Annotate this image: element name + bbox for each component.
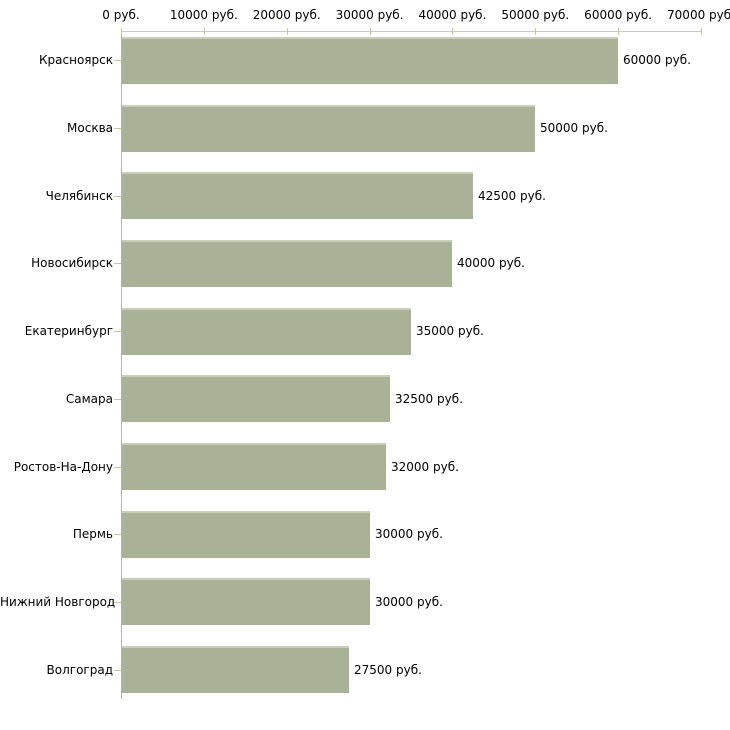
value-label: 27500 руб. [354,662,422,677]
category-tick [114,601,121,603]
category-label: Нижний Новгород [0,594,116,609]
x-axis-tick-label: 10000 руб. [169,8,238,22]
value-label: 35000 руб. [416,324,484,339]
category-tick [114,669,121,671]
bar [122,375,390,423]
x-axis-tick [535,28,537,35]
x-axis-tick-label: 30000 руб. [335,8,404,22]
bar [122,578,370,626]
category-tick [114,466,121,468]
x-axis-tick [121,28,122,35]
value-label: 60000 руб. [623,53,691,68]
value-label: 40000 руб. [457,256,525,271]
x-axis-tick-label: 0 руб. [102,8,140,22]
category-tick [114,195,121,197]
bar [122,104,535,152]
category-tick [114,398,121,400]
category-label: Екатеринбург [24,324,113,339]
bar [122,36,618,84]
x-axis-tick-label: 70000 руб. [667,8,730,22]
category-label: Ростов-На-Дону [13,459,113,474]
bar [122,307,411,355]
value-label: 30000 руб. [375,527,443,542]
category-label: Самара [65,391,113,406]
x-axis-tick [369,28,371,35]
category-label: Челябинск [45,188,113,203]
category-tick [114,60,121,62]
category-tick [114,263,121,265]
x-axis-tick-label: 60000 руб. [584,8,653,22]
value-label: 50000 руб. [540,121,608,135]
category-label: Пермь [72,527,113,542]
category-label: Москва [67,121,113,135]
bar [122,172,473,220]
x-axis-tick-label: 40000 руб. [418,8,487,22]
category-label: Волгоград [46,662,113,677]
category-label: Новосибирск [31,256,113,271]
value-label: 42500 руб. [478,188,546,203]
x-axis-tick [618,28,620,35]
x-axis-line [121,31,701,32]
category-tick [114,128,121,129]
x-axis-tick-label: 50000 руб. [501,8,570,22]
bar [122,510,370,558]
value-label: 30000 руб. [375,594,443,609]
bar [122,646,349,694]
category-tick [114,534,121,536]
x-axis-tick [203,28,205,35]
x-axis-tick-label: 20000 руб. [252,8,321,22]
category-label: Красноярск [39,53,113,68]
bar [122,239,452,287]
x-axis-tick [452,28,454,35]
y-axis-line [121,31,122,699]
category-tick [114,331,121,333]
bar [122,443,386,490]
x-axis-tick [286,28,288,35]
value-label: 32500 руб. [395,391,463,406]
x-axis-tick [701,28,702,35]
value-label: 32000 руб. [391,459,459,474]
